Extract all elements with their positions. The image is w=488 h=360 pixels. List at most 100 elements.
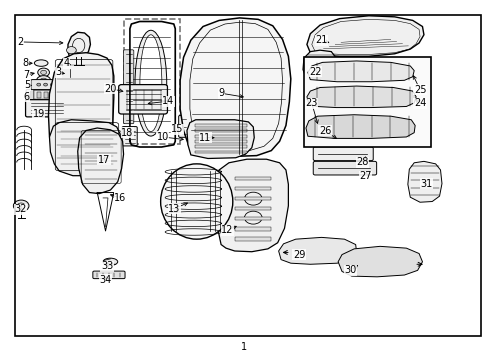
Bar	[234, 237, 271, 240]
FancyBboxPatch shape	[71, 56, 80, 69]
FancyBboxPatch shape	[178, 116, 188, 137]
FancyBboxPatch shape	[123, 50, 134, 124]
Polygon shape	[407, 161, 441, 202]
Text: 29: 29	[292, 249, 305, 260]
Bar	[234, 187, 271, 190]
Bar	[15, 15, 480, 336]
Circle shape	[50, 83, 54, 86]
Circle shape	[63, 83, 67, 86]
Bar	[37, 93, 41, 98]
Text: 28: 28	[356, 157, 368, 167]
Text: 9: 9	[218, 88, 224, 98]
Text: 2: 2	[17, 37, 23, 47]
Bar	[194, 140, 247, 143]
Bar	[55, 93, 59, 98]
Text: 16: 16	[114, 193, 126, 203]
Text: 24: 24	[413, 98, 426, 108]
Circle shape	[70, 83, 74, 86]
FancyBboxPatch shape	[25, 100, 68, 117]
Circle shape	[41, 70, 46, 75]
Polygon shape	[48, 53, 114, 174]
Circle shape	[57, 83, 61, 86]
Bar	[123, 19, 179, 144]
Circle shape	[66, 46, 76, 54]
Ellipse shape	[103, 258, 118, 265]
Text: 10: 10	[156, 132, 168, 142]
Bar	[194, 145, 247, 148]
Text: 19: 19	[33, 109, 45, 119]
Text: 31: 31	[420, 179, 432, 189]
Polygon shape	[215, 159, 288, 252]
Bar	[234, 227, 271, 230]
Text: 21: 21	[315, 35, 327, 45]
FancyBboxPatch shape	[30, 90, 81, 99]
Circle shape	[38, 68, 49, 77]
Polygon shape	[337, 246, 422, 277]
Ellipse shape	[135, 30, 166, 136]
Bar	[234, 197, 271, 200]
Text: 1: 1	[241, 342, 247, 352]
FancyBboxPatch shape	[31, 80, 80, 90]
FancyBboxPatch shape	[313, 147, 372, 161]
Ellipse shape	[160, 164, 232, 239]
Polygon shape	[186, 120, 254, 158]
Text: 25: 25	[413, 85, 426, 95]
Bar	[234, 217, 271, 220]
Text: 13: 13	[168, 204, 180, 214]
Text: 18: 18	[121, 128, 133, 138]
Text: 15: 15	[171, 124, 183, 134]
Text: 32: 32	[14, 204, 26, 215]
Circle shape	[13, 200, 29, 212]
Polygon shape	[78, 128, 123, 194]
Circle shape	[43, 83, 47, 86]
Circle shape	[17, 203, 25, 209]
FancyBboxPatch shape	[313, 161, 376, 175]
Text: 6: 6	[23, 92, 30, 102]
Ellipse shape	[34, 60, 48, 66]
Bar	[49, 93, 53, 98]
Circle shape	[36, 76, 51, 86]
Text: 5: 5	[24, 80, 31, 90]
Bar	[194, 124, 247, 127]
Bar	[43, 93, 47, 98]
Text: 23: 23	[305, 98, 317, 108]
Text: 30: 30	[344, 265, 356, 275]
Bar	[194, 135, 247, 138]
Polygon shape	[305, 115, 414, 138]
Polygon shape	[49, 120, 120, 176]
FancyBboxPatch shape	[119, 85, 167, 114]
Text: 17: 17	[98, 154, 110, 165]
Text: 27: 27	[359, 171, 371, 181]
Ellipse shape	[140, 35, 162, 132]
Circle shape	[40, 78, 47, 84]
Bar	[234, 207, 271, 210]
Text: 4: 4	[63, 58, 69, 68]
Polygon shape	[303, 50, 336, 87]
Text: 3: 3	[55, 67, 61, 77]
Polygon shape	[68, 32, 90, 58]
Text: 7: 7	[23, 70, 30, 80]
Circle shape	[37, 83, 41, 86]
Text: 20: 20	[104, 84, 116, 94]
Text: 14: 14	[162, 96, 174, 106]
FancyBboxPatch shape	[122, 127, 137, 146]
Text: 33: 33	[101, 261, 113, 271]
Bar	[304, 57, 430, 147]
FancyBboxPatch shape	[93, 271, 125, 279]
Bar	[234, 177, 271, 180]
Polygon shape	[278, 237, 356, 264]
Text: 11: 11	[199, 133, 211, 143]
Text: 26: 26	[318, 126, 330, 136]
Polygon shape	[306, 16, 423, 56]
Text: 22: 22	[308, 67, 321, 77]
FancyBboxPatch shape	[26, 90, 34, 100]
Text: 12: 12	[221, 225, 233, 235]
Text: 8: 8	[22, 58, 28, 68]
Bar	[194, 150, 247, 153]
Polygon shape	[306, 86, 415, 108]
Polygon shape	[307, 61, 413, 82]
Bar	[194, 129, 247, 132]
Polygon shape	[180, 18, 290, 157]
FancyBboxPatch shape	[67, 68, 74, 77]
Text: 34: 34	[99, 275, 111, 285]
